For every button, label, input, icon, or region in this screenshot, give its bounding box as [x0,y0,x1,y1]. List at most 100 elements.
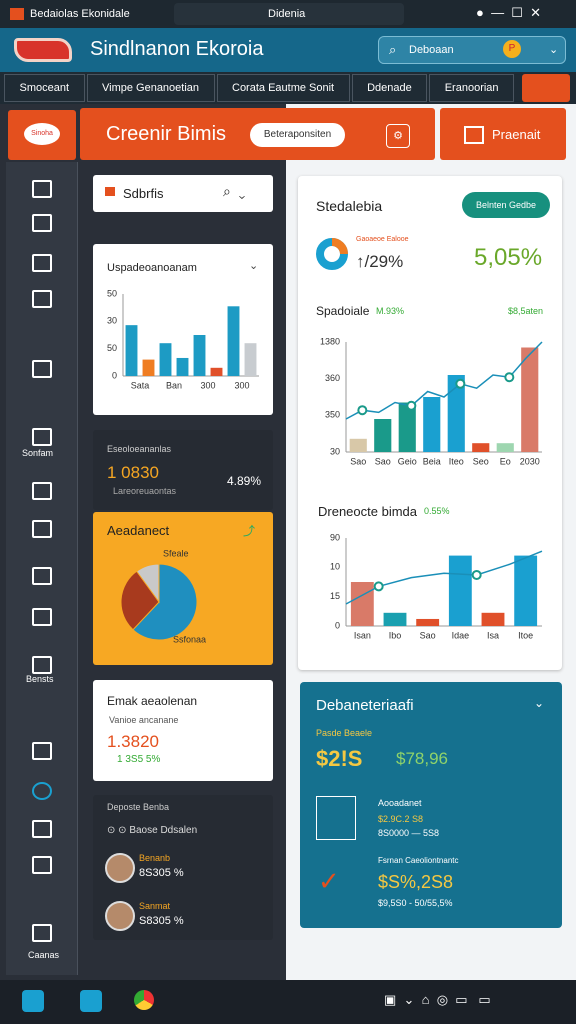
sidebar-icon[interactable] [32,567,52,585]
row-line: 8S0000 — 5S8 [378,828,440,838]
sidebar-icon[interactable] [32,520,52,538]
panel-label: Pasde Beaele [316,728,373,738]
sidebar-icon[interactable] [32,180,52,198]
avatar [105,901,135,931]
logo [14,38,72,62]
card: Eseoloeananlas 1 0830 Lareoreuaontas 4.8… [93,430,273,510]
title-bar: Bedaiolas Ekonidale Didenia ● — ☐ ✕ [0,0,576,28]
chevron[interactable]: ⌄ [249,260,259,272]
primary-button[interactable]: Praenait [440,108,566,160]
tab-action[interactable] [522,74,570,102]
sidebar-icon[interactable] [32,656,52,674]
tab[interactable]: Smoceant [4,74,85,102]
chevron[interactable]: ⌄ [534,696,545,710]
y-tick-label: 0 [335,620,340,630]
x-tick-label: Itoe [518,630,533,640]
panel-title: Sdbrfis [123,186,164,201]
row-icon [316,796,356,840]
settings-button[interactable]: ⚙ [386,124,410,148]
sidebar-icon[interactable] [32,290,52,308]
x-tick-label: Sata [131,380,150,390]
card: Emak aeaolenan Vanioe ancanane 1.3820 1 … [93,680,273,781]
y-tick-label: 50 [107,288,117,298]
person: Benanb 8S305 % [105,851,265,891]
sidebar-logo[interactable]: Sinoha [8,110,76,160]
bar [349,438,367,452]
search-box[interactable]: ⌕ Deboaan P ⌄ [378,36,566,64]
sidebar-icon[interactable] [32,856,52,874]
tab[interactable]: Eranoorian [429,74,515,102]
tab[interactable]: Ddenade [351,74,428,102]
card-title: Deposte Benba [107,802,170,812]
tab-bar: Smoceant Vimpe Genanoetian Corata Eautme S… [0,72,576,104]
card: Uspadeoanoanam ⌄ 50 30 50 0 Sata Ban 300 300 [93,244,273,415]
taskbar-app[interactable] [22,990,44,1012]
panel-icon [105,187,115,196]
sidebar-label: Caanas [28,950,60,960]
tabs: Smoceant Vimpe Genanoetian Corata Eautme S… [4,74,516,102]
card-icon: ⤴ [243,524,256,538]
row-title: Aooadanet [378,798,422,808]
taskbar-app[interactable] [134,990,154,1010]
bar [193,335,206,376]
y-tick-label: 10 [330,562,340,572]
pie-slice [135,563,160,604]
window-center: Didenia [268,8,306,20]
x-tick-label: Idae [452,630,470,640]
sidebar-icon[interactable] [32,742,52,760]
card-title: Uspadeoanoanam [107,262,197,274]
person-name: Sanmat [139,901,171,911]
action-button[interactable]: Belnten Gedbe [462,192,550,218]
taskbar-app[interactable] [80,990,102,1012]
line [345,550,543,605]
row-line: $2.9C.2 S8 [378,814,424,824]
card-sub-text: Baose Ddsalen [129,825,198,836]
bar [244,343,257,376]
legend-text: Gaoaeoe Ealooe [356,236,409,243]
sidebar-icon[interactable] [32,924,52,942]
panel-value: $2!S [316,746,363,771]
panel-controls[interactable]: ⌕ ⌄ [223,183,246,199]
sidebar-icon[interactable] [32,782,52,800]
chart-subtitle: 0.55% [424,506,450,516]
metric-big: 5,05% [474,244,543,271]
sidebar-icon[interactable] [32,482,52,500]
panel-title: Debaneteriaafi [316,697,414,714]
sidebar-icon[interactable] [32,608,52,626]
chart-title: Dreneocte bimda [318,504,417,519]
x-tick-label: Isan [354,630,371,640]
tab[interactable]: Vimpe Genanoetian [86,74,215,102]
window-controls[interactable]: ● — ☐ ✕ [476,5,542,20]
sidebar-icon[interactable] [32,214,52,232]
x-tick-label: Seo [473,456,489,466]
x-tick-label: 300 [234,380,249,390]
chart: 1380 360 350 30 Sao Sao Geio Beia Iteo Seo Eo 2030 [320,336,543,466]
pill-button[interactable]: Beteraponsiten [250,123,345,147]
sidebar-icon[interactable] [32,254,52,272]
marker [455,378,466,389]
person-name: Benanb [139,853,171,863]
bar [176,357,189,376]
x-tick-label: Sao [375,456,391,466]
chart-note: $8,5aten [508,306,544,316]
tray-icons[interactable]: ▣ ⌄ ⌂ ◎ ▭ ▭ [384,992,491,1007]
x-tick-label: 2030 [520,456,540,466]
card: Aeadanect ⤴ Sfeale Ssfonaa [93,512,273,665]
y-tick-label: 0 [112,370,117,380]
sidebar-icon[interactable] [32,820,52,838]
bar [472,443,490,452]
card-sub2: 1 3S5 5% [117,754,161,765]
sidebar-icon[interactable] [32,360,52,378]
bar [125,325,138,376]
tab[interactable]: Corata Eautme Sonit [216,74,350,102]
pie-slice [120,570,160,631]
chevron: ⌄ [549,44,559,56]
x-tick-label: Sao [350,456,366,466]
y-tick-label: 30 [107,316,117,326]
sidebar-label: Bensts [26,674,54,684]
sidebar-icon[interactable] [32,428,52,446]
x-tick-label: Isa [487,630,499,640]
app-title: Sindlnanon Ekoroia [90,38,264,60]
address [174,3,404,25]
donut [316,238,348,270]
